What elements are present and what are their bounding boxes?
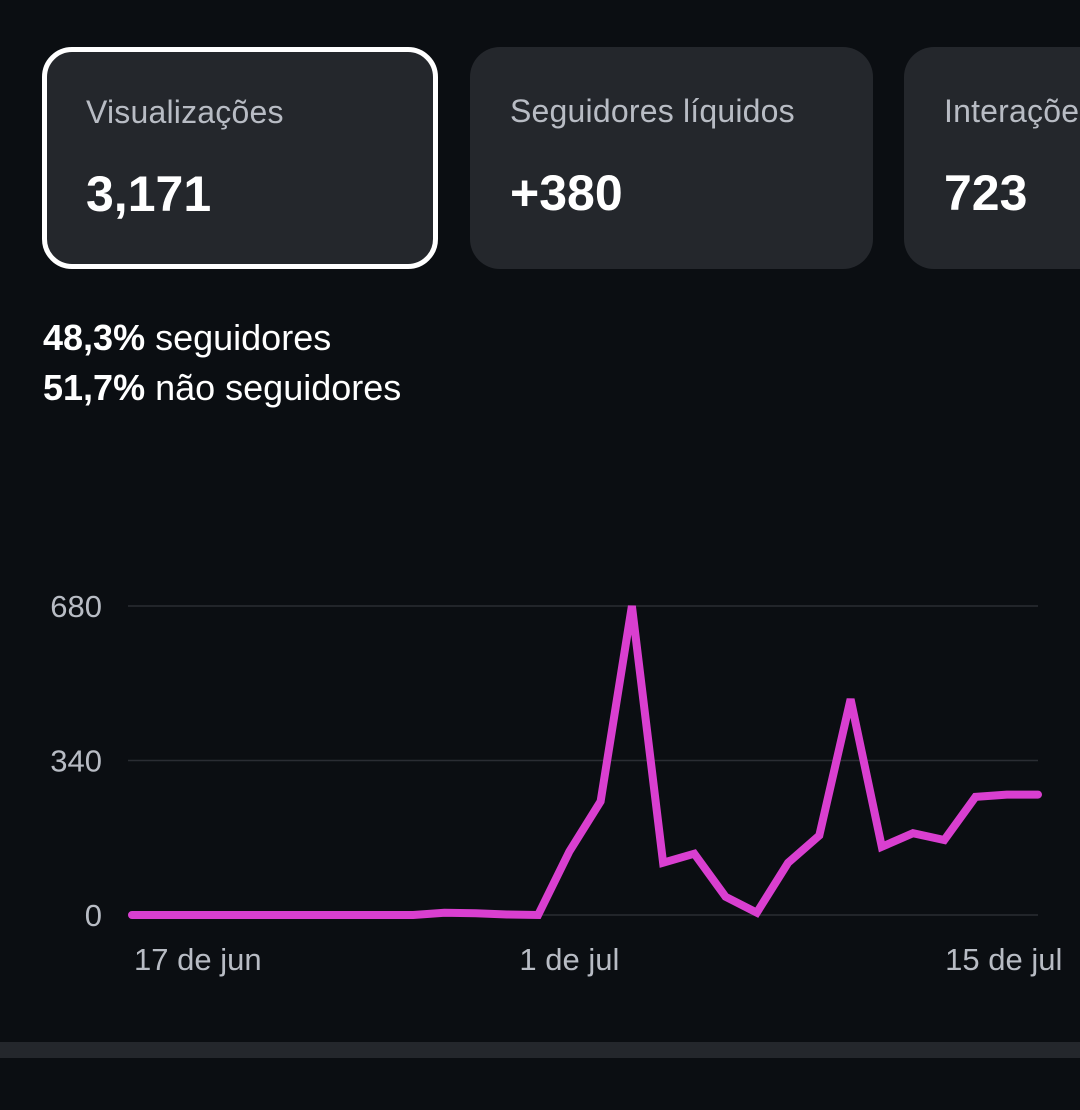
y-tick-label: 340: [50, 744, 102, 779]
data-point[interactable]: [284, 911, 292, 919]
data-point[interactable]: [440, 909, 448, 917]
data-point[interactable]: [628, 602, 636, 610]
x-tick-label: 1 de jul: [519, 942, 619, 977]
data-point[interactable]: [940, 836, 948, 844]
data-point[interactable]: [878, 843, 886, 851]
data-point[interactable]: [347, 911, 355, 919]
data-point[interactable]: [565, 847, 573, 855]
y-tick-label: 0: [85, 898, 102, 933]
non-followers-label: não seguidores: [155, 367, 402, 408]
data-point[interactable]: [1003, 791, 1011, 799]
data-point[interactable]: [847, 695, 855, 703]
data-point[interactable]: [378, 911, 386, 919]
x-tick-label: 15 de jul: [945, 942, 1062, 977]
non-followers-percent: 51,7%: [43, 367, 146, 408]
data-point[interactable]: [409, 911, 417, 919]
x-tick-label: 17 de jun: [134, 942, 262, 977]
metric-card-label: Interações: [944, 93, 1080, 129]
data-point[interactable]: [190, 911, 198, 919]
followers-row: 48,3% seguidores: [43, 313, 401, 363]
views-series-line[interactable]: [128, 605, 1042, 920]
data-point[interactable]: [909, 829, 917, 837]
metric-card-views[interactable]: Visualizações 3,171: [42, 47, 438, 269]
y-tick-label: 680: [50, 589, 102, 624]
audience-breakdown: 48,3% seguidores 51,7% não seguidores: [43, 313, 401, 413]
metric-card-net-followers[interactable]: Seguidores líquidos +380: [470, 47, 873, 269]
metric-card-label: Visualizações: [86, 94, 284, 130]
followers-percent: 48,3%: [43, 317, 146, 358]
metric-cards: Visualizações 3,171 Seguidores líquidos …: [42, 47, 1080, 269]
data-point[interactable]: [784, 859, 792, 867]
metric-card-interactions[interactable]: Interações 723: [904, 47, 1080, 269]
data-point[interactable]: [972, 793, 980, 801]
data-point[interactable]: [753, 909, 761, 917]
data-point[interactable]: [1034, 791, 1042, 799]
data-point[interactable]: [503, 911, 511, 919]
data-point[interactable]: [659, 859, 667, 867]
data-point[interactable]: [159, 911, 167, 919]
data-point[interactable]: [534, 911, 542, 919]
non-followers-row: 51,7% não seguidores: [43, 363, 401, 413]
data-point[interactable]: [722, 893, 730, 901]
data-point[interactable]: [253, 911, 261, 919]
section-divider: [0, 1042, 1080, 1058]
followers-label: seguidores: [155, 317, 332, 358]
data-point[interactable]: [315, 911, 323, 919]
data-point[interactable]: [472, 909, 480, 917]
data-point[interactable]: [597, 797, 605, 805]
data-point[interactable]: [690, 850, 698, 858]
data-point[interactable]: [128, 911, 136, 919]
metric-card-value: +380: [510, 165, 623, 221]
views-line-chart[interactable]: 0 340 680 17 de jun 1 de jul 15 de jul: [0, 560, 1080, 1000]
metric-card-value: 3,171: [86, 166, 212, 222]
metric-card-value: 723: [944, 165, 1028, 221]
metric-card-label: Seguidores líquidos: [510, 93, 795, 129]
data-point[interactable]: [222, 911, 230, 919]
data-point[interactable]: [815, 831, 823, 839]
